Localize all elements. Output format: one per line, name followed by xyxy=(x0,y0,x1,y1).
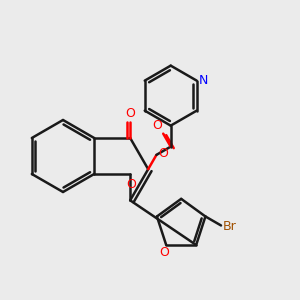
Text: O: O xyxy=(152,119,162,132)
Text: Br: Br xyxy=(223,220,236,233)
Text: O: O xyxy=(127,178,136,191)
Text: N: N xyxy=(199,74,208,87)
Text: O: O xyxy=(125,107,135,120)
Text: O: O xyxy=(158,148,168,160)
Text: O: O xyxy=(159,247,169,260)
